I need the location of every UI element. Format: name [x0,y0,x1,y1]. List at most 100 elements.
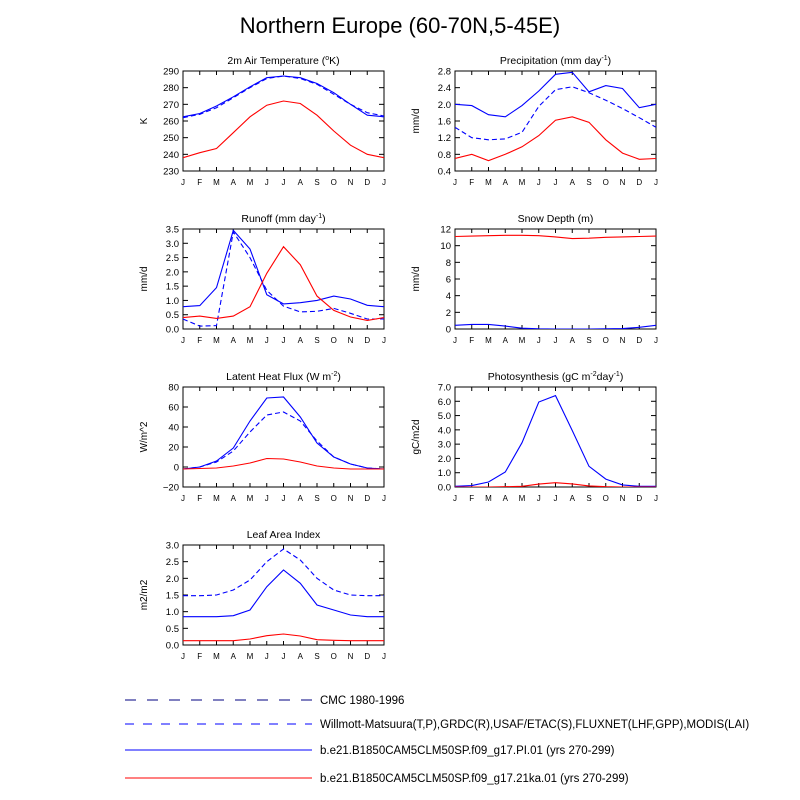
panel-title-part: K) [329,55,340,67]
series-line-blue-solid [455,323,656,329]
y-tick-label: 280 [163,83,179,94]
x-tick-label: F [197,652,202,661]
y-tick-label: 10 [440,241,451,252]
x-tick-label: N [620,336,626,345]
x-tick-label: N [348,178,354,187]
plot-frame [454,228,657,330]
series-line-blue-dashed [183,230,384,327]
x-tick-label: A [298,178,304,187]
x-tick-label: J [453,336,457,345]
panel-title-part: ) [620,371,624,383]
x-tick-label: M [247,336,254,345]
y-axis-label: W/m^2 [139,421,150,452]
x-tick-label: D [364,652,370,661]
x-tick-label: F [469,336,474,345]
legend-label: b.e21.B1850CAM5CLM50SP.f09_g17.21ka.01 (… [320,773,629,785]
legend-item: Willmott-Matsuura(T,P),GRDC(R),USAF/ETAC… [125,719,749,731]
panel-title-part: Latent Heat Flux (W m [226,371,331,383]
panel-title-part: o [325,55,329,62]
y-tick-label: 60 [168,403,179,414]
x-tick-label: N [348,652,354,661]
y-tick-label: 2.4 [438,83,451,94]
x-tick-label: S [314,178,319,187]
x-tick-label: M [485,178,492,187]
panel-title-part: -1 [601,55,607,62]
y-tick-label: 1.2 [438,133,451,144]
y-tick-label: 240 [163,150,179,161]
panel-photo: Photosynthesis (gC m-2day-1) J F M A M J J A S O N D… [411,371,658,503]
panel-title-part: ) [337,371,341,383]
panel-title-part: Runoff (mm day [241,213,316,225]
panel-title: Precipitation (mm day-1) [500,55,611,67]
x-tick-label: O [603,178,609,187]
x-tick-label: J [537,336,541,345]
y-tick-label: 290 [163,67,179,78]
x-tick-label: J [453,494,457,503]
x-tick-label: M [213,178,220,187]
x-tick-label: A [231,336,237,345]
y-tick-label: 4 [446,291,451,302]
x-tick-label: J [181,178,185,187]
x-tick-label: J [181,336,185,345]
y-tick-label: 2.5 [166,253,179,264]
y-tick-label: 1.5 [166,282,179,293]
y-tick-label: 2.0 [166,574,179,585]
x-tick-label: N [348,336,354,345]
legend-label: Willmott-Matsuura(T,P),GRDC(R),USAF/ETAC… [320,719,749,731]
y-tick-label: 250 [163,133,179,144]
x-tick-label: J [282,494,286,503]
legend-item: CMC 1980-1996 [125,695,404,707]
legend-label: CMC 1980-1996 [320,695,404,707]
legend-item: b.e21.B1850CAM5CLM50SP.f09_g17.PI.01 (yr… [125,745,615,757]
x-tick-label: J [654,336,658,345]
panel-precip: Precipitation (mm day-1)J F M A M J J A S O N D J0.4… [411,55,658,187]
x-tick-label: J [282,652,286,661]
y-tick-label: 2.0 [438,100,451,111]
x-tick-label: M [519,494,526,503]
x-tick-label: O [331,494,337,503]
x-tick-label: D [364,494,370,503]
x-tick-label: J [282,178,286,187]
x-tick-label: N [620,494,626,503]
x-tick-label: M [519,336,526,345]
x-tick-label: J [265,652,269,661]
x-tick-label: F [197,336,202,345]
figure-title: Northern Europe (60-70N,5-45E) [240,13,560,38]
y-tick-label: 1.0 [166,296,179,307]
panel-title: 2m Air Temperature (oK) [227,55,339,67]
y-tick-label: 1.0 [438,468,451,479]
x-tick-label: D [636,178,642,187]
x-tick-label: A [503,178,509,187]
x-tick-label: D [636,494,642,503]
series-line-blue-solid [455,71,656,118]
x-tick-label: O [331,336,337,345]
x-tick-label: S [314,336,319,345]
y-tick-label: 3.0 [166,239,179,250]
x-tick-label: S [314,494,319,503]
x-tick-label: J [382,178,386,187]
x-tick-label: J [654,494,658,503]
series-line-red-solid [183,100,384,159]
x-tick-label: O [331,178,337,187]
y-tick-label: 1.5 [166,591,179,602]
x-tick-label: J [537,178,541,187]
panel-title: Leaf Area Index [247,529,321,541]
y-tick-label: 80 [168,383,179,394]
x-tick-label: A [298,652,304,661]
legend: CMC 1980-1996 Willmott-Matsuura(T,P),GRDC… [125,695,749,785]
x-tick-label: N [348,494,354,503]
panel-title-part: day [597,371,615,383]
series-line-blue-solid [183,75,384,118]
y-tick-label: 230 [163,167,179,178]
panel-title-part: -1 [614,371,620,378]
panel-title-part: ) [608,55,612,67]
panel-title-part: Photosynthesis (gC m [488,371,591,383]
x-tick-label: F [469,178,474,187]
panel-title-part: Snow Depth (m) [518,213,594,225]
x-tick-label: A [570,178,576,187]
x-tick-label: J [382,336,386,345]
x-tick-label: O [331,652,337,661]
x-tick-label: D [364,178,370,187]
series-line-red-solid [455,482,656,487]
x-tick-label: J [382,494,386,503]
